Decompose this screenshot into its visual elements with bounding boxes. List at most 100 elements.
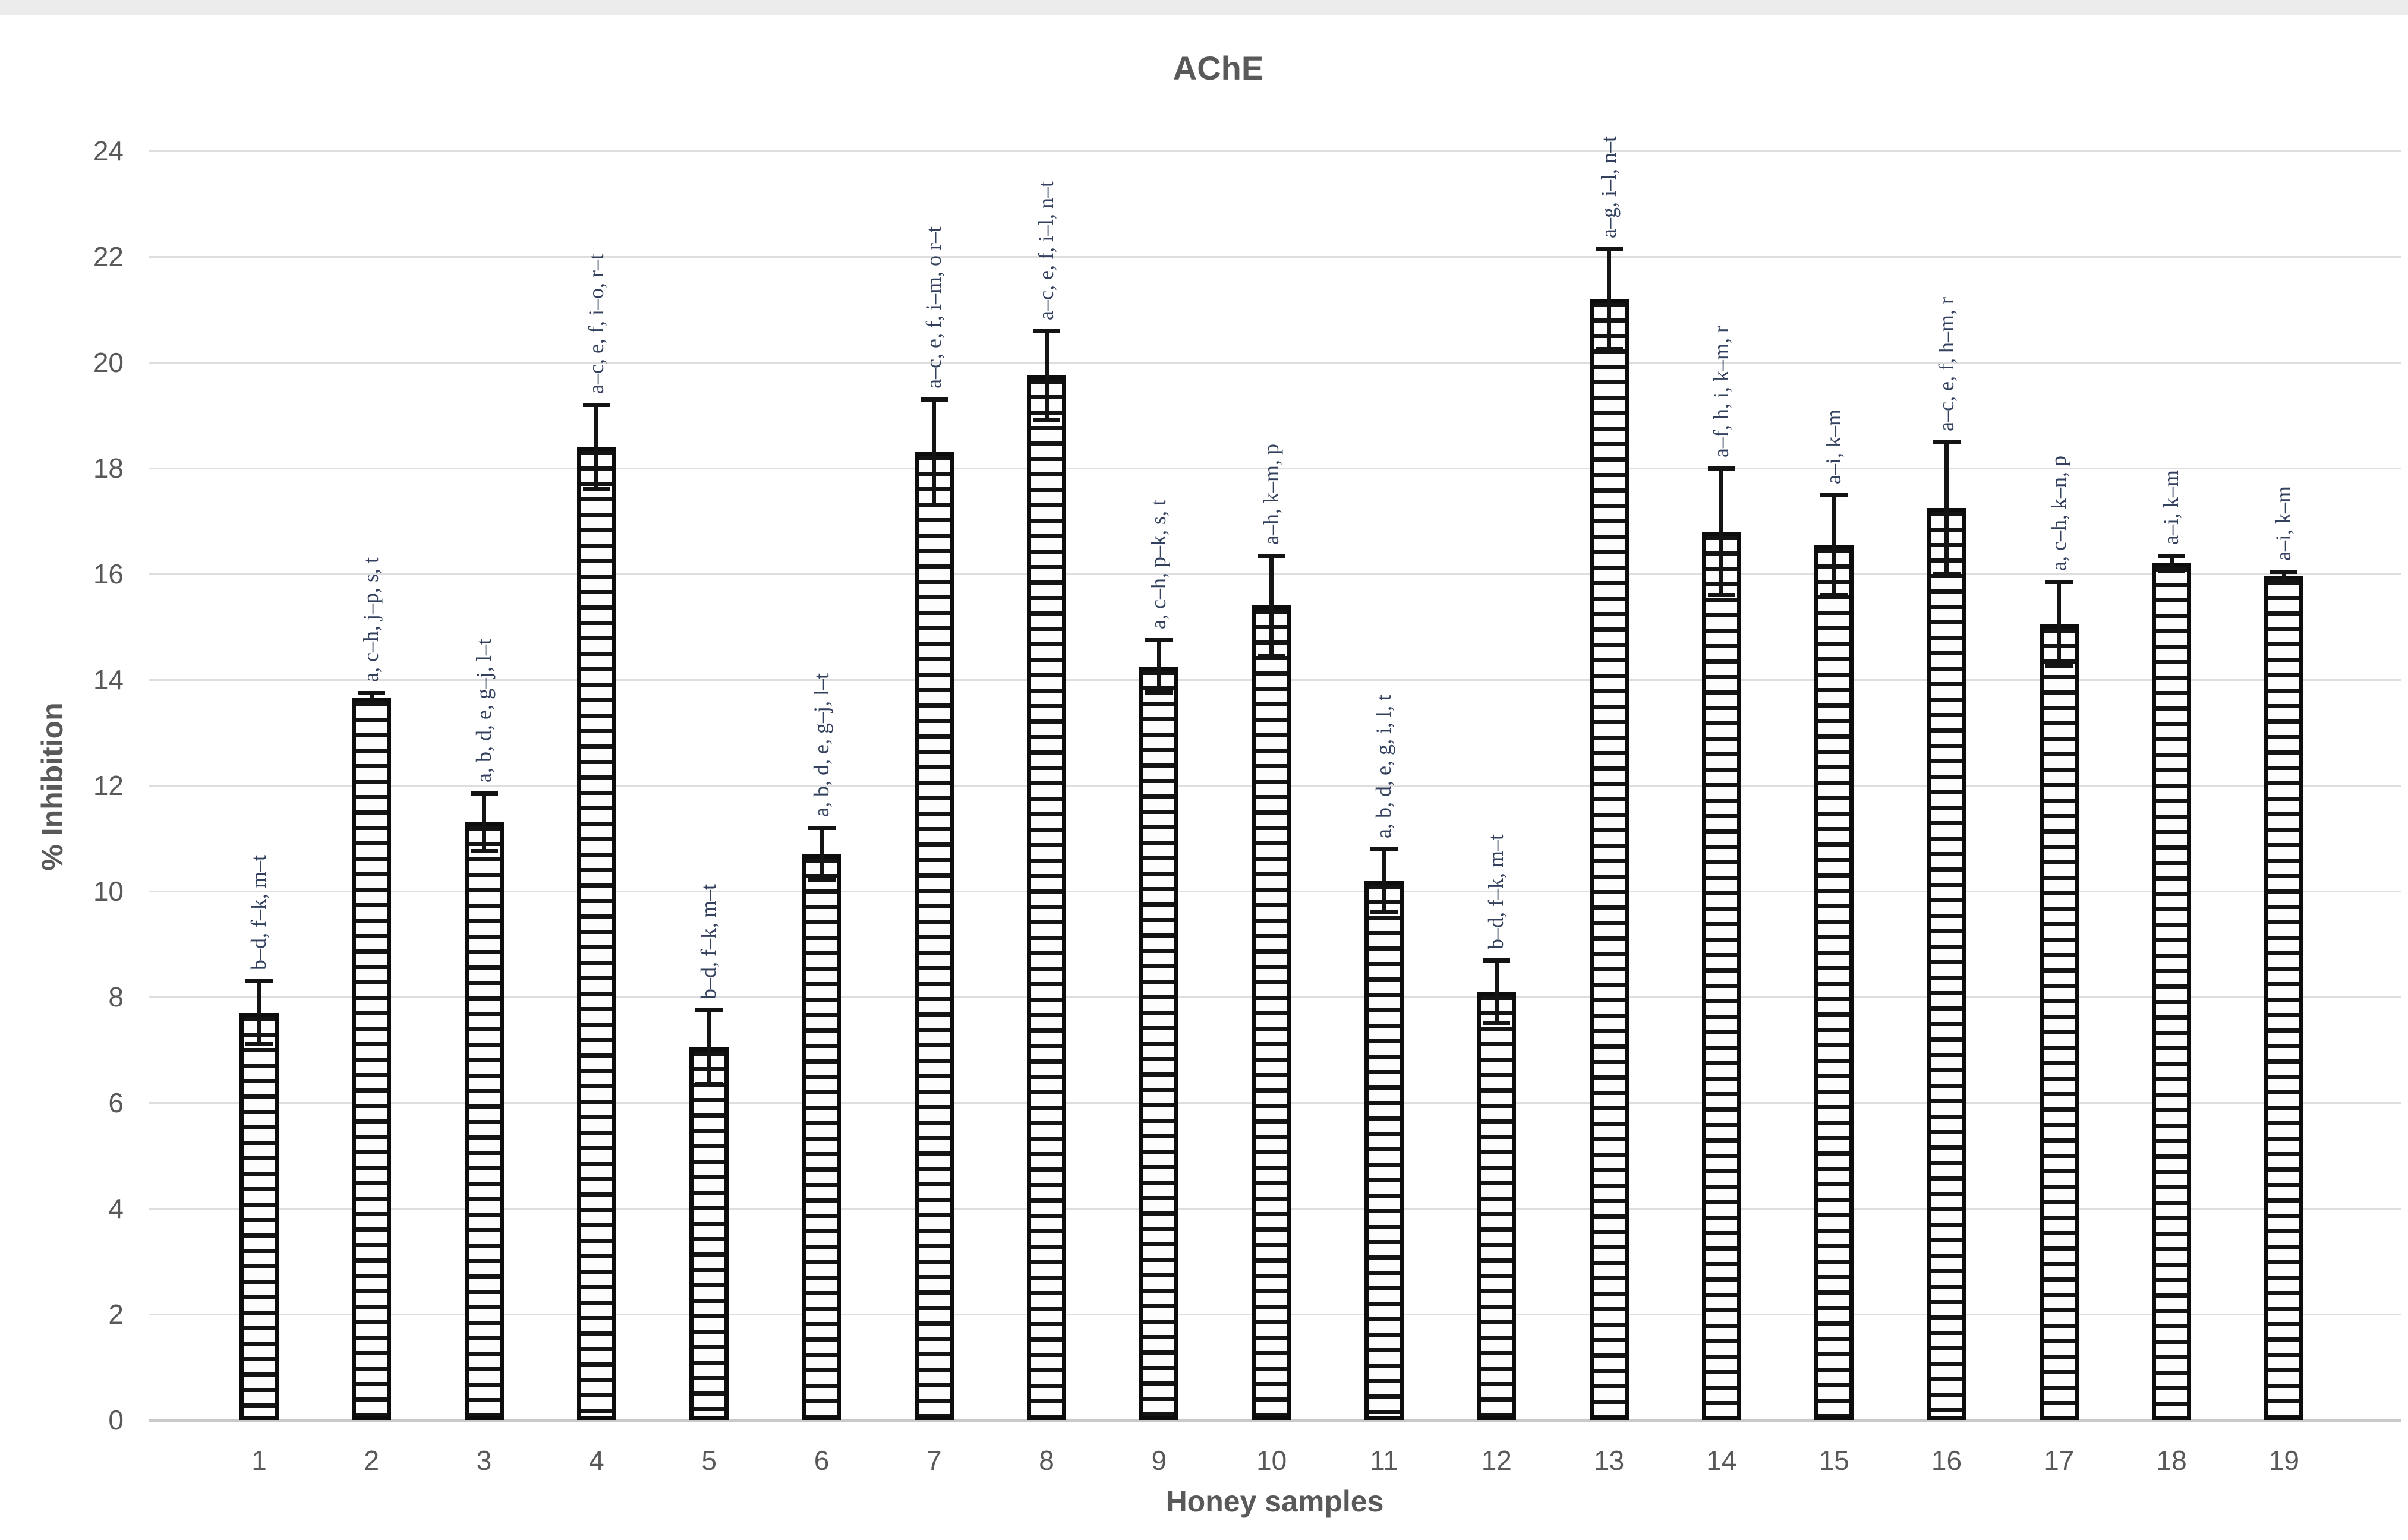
x-tick-label: 8 (1039, 1445, 1054, 1476)
bar (1814, 545, 1854, 1420)
error-bar-cap-bottom (1707, 592, 1735, 597)
gridline (149, 467, 2401, 469)
bar-significance-label: a–i, k–m (1821, 409, 1846, 484)
y-tick-label: 16 (93, 558, 124, 589)
error-bar-cap-bottom (1595, 346, 1623, 351)
bar (1477, 992, 1517, 1420)
x-tick-label: 4 (589, 1445, 604, 1476)
x-tick-label: 2 (364, 1445, 380, 1476)
x-tick-label: 5 (701, 1445, 717, 1476)
error-bar (1269, 555, 1274, 656)
error-bar-cap-bottom (695, 1081, 723, 1086)
error-bar (932, 399, 937, 506)
error-bar (594, 405, 599, 490)
x-tick-label: 11 (1370, 1445, 1398, 1476)
y-tick-label: 0 (108, 1405, 124, 1435)
error-bar (2057, 582, 2062, 667)
error-bar (2281, 571, 2286, 582)
x-tick-label: 7 (926, 1445, 942, 1476)
x-tick-label: 14 (1706, 1445, 1737, 1476)
x-axis-line (149, 1418, 2401, 1422)
bar-significance-label: a, c–h, k–n, p (2046, 456, 2070, 572)
x-tick-label: 19 (2268, 1445, 2299, 1476)
error-bar-cap-top (1145, 638, 1173, 643)
y-tick-label: 24 (93, 135, 124, 166)
gridline (149, 573, 2401, 575)
bar (1027, 375, 1067, 1420)
gridline (149, 255, 2401, 258)
gridline (149, 150, 2401, 152)
x-tick-label: 10 (1256, 1445, 1287, 1476)
error-bar-cap-bottom (245, 1042, 273, 1047)
x-tick-label: 17 (2044, 1445, 2075, 1476)
error-bar (707, 1010, 711, 1084)
error-bar-cap-top (2045, 580, 2073, 585)
x-tick-label: 13 (1594, 1445, 1625, 1476)
bar-significance-label: a–c, e, f, i–o, r–t (584, 254, 608, 395)
error-bar-cap-top (582, 403, 610, 408)
bar-significance-label: a–f, h, i, k–m, r (1709, 326, 1733, 457)
bar (802, 854, 841, 1420)
bar (1589, 299, 1629, 1420)
error-bar-cap-bottom (2158, 569, 2186, 573)
error-bar-cap-top (1595, 247, 1623, 251)
y-tick-label: 6 (108, 1087, 124, 1118)
error-bar-cap-bottom (2045, 664, 2073, 668)
bar (2152, 563, 2192, 1420)
error-bar-cap-bottom (1483, 1021, 1511, 1025)
error-bar-cap-top (1483, 958, 1511, 962)
y-tick-label: 4 (108, 1193, 124, 1224)
bar-significance-label: a, b, d, e, g, i, l, t (1372, 694, 1395, 838)
error-bar (257, 981, 261, 1045)
error-bar-cap-bottom (358, 701, 386, 706)
y-tick-label: 12 (93, 770, 124, 801)
error-bar-cap-top (2270, 569, 2298, 574)
bar (1927, 507, 1966, 1420)
x-axis-label: Honey samples (1165, 1485, 1384, 1518)
error-bar-cap-top (1933, 440, 1961, 444)
bar (689, 1047, 729, 1420)
error-bar-cap-top (808, 826, 836, 831)
gridline (149, 361, 2401, 364)
x-tick-label: 18 (2156, 1445, 2187, 1476)
error-bar (1944, 441, 1949, 574)
error-bar-cap-top (358, 691, 386, 696)
x-tick-label: 9 (1151, 1445, 1167, 1476)
error-bar (1382, 848, 1386, 913)
x-tick-label: 12 (1481, 1445, 1512, 1476)
error-bar (1156, 640, 1161, 693)
bar (352, 698, 392, 1420)
error-bar-cap-bottom (1145, 690, 1173, 695)
bar-significance-label: a–i, k–m (2159, 469, 2183, 545)
bar-significance-label: a–h, k–m, p (1259, 443, 1283, 545)
x-tick-label: 3 (476, 1445, 492, 1476)
x-tick-label: 1 (251, 1445, 267, 1476)
y-tick-label: 2 (108, 1299, 124, 1330)
bar (2264, 576, 2304, 1420)
bar-significance-label: a, b, d, e, g–j, l–t (471, 639, 496, 783)
error-bar-cap-top (2158, 553, 2186, 558)
bar-significance-label: a–c, e, f, i–l, n–t (1034, 181, 1058, 320)
bar (576, 447, 616, 1420)
y-tick-label: 14 (93, 664, 124, 695)
error-bar (369, 693, 374, 704)
bar-significance-label: a, c–h, j–p, s, t (359, 557, 383, 683)
bar-significance-label: a, c–h, p–k, s, t (1146, 500, 1171, 630)
bar (914, 452, 954, 1420)
error-bar-cap-bottom (1820, 592, 1848, 597)
error-bar-cap-bottom (920, 503, 948, 507)
error-bar-cap-top (245, 979, 273, 984)
error-bar (482, 793, 487, 852)
bar-significance-label: a, b, d, e, g–j, l–t (809, 673, 833, 818)
error-bar (1494, 960, 1499, 1024)
x-tick-label: 16 (1931, 1445, 1962, 1476)
y-tick-label: 8 (108, 982, 124, 1012)
error-bar (1832, 494, 1836, 595)
bar (1701, 531, 1741, 1420)
x-tick-label: 15 (1818, 1445, 1849, 1476)
error-bar-cap-bottom (1370, 910, 1398, 914)
bar-significance-label: a–c, e, f, i–m, o r–t (921, 226, 945, 389)
x-tick-label: 6 (814, 1445, 830, 1476)
error-bar-cap-bottom (1933, 572, 1961, 576)
y-tick-label: 22 (93, 241, 124, 272)
